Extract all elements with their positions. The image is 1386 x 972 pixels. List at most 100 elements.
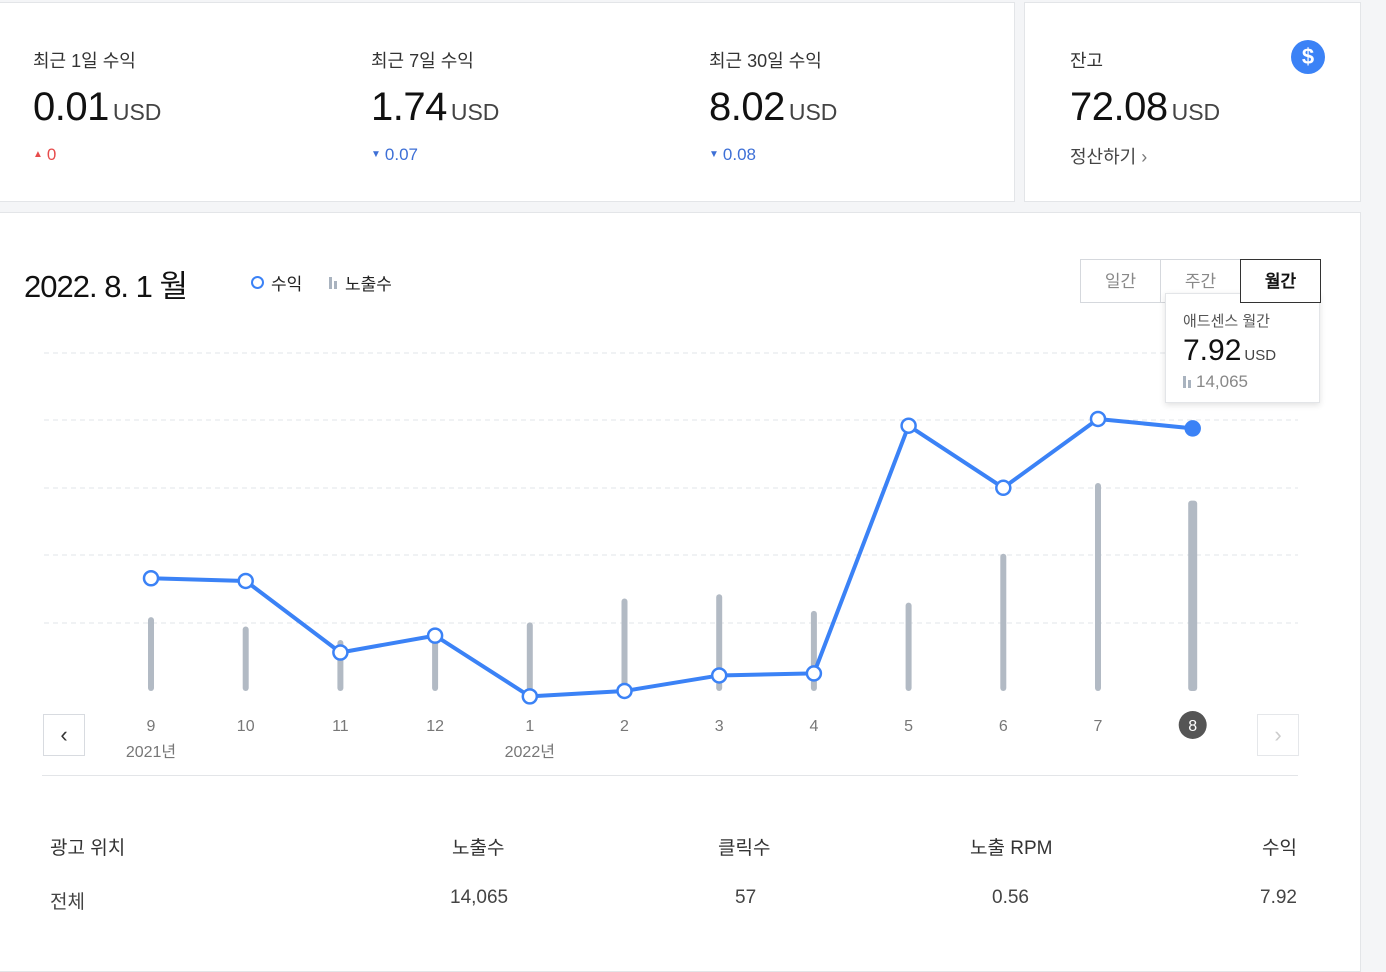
triangle-down-icon: ▼ [371, 149, 381, 160]
x-tick-label: 12 [426, 718, 444, 735]
chart-grid [44, 352, 1298, 624]
balance-label: 잔고 [1070, 51, 1104, 71]
chevron-right-icon: › [1141, 147, 1148, 167]
revenue-point [995, 479, 1012, 497]
legend-impressions[interactable]: 노출수 [329, 270, 392, 295]
impressions-bar [621, 598, 628, 691]
x-tick-label: 8 [1188, 718, 1197, 735]
x-tick-label: 9 [147, 718, 156, 735]
table-cell-impressions: 14,065 [450, 887, 509, 908]
earnings-summary-card: 최근 1일 수익 0.01 USD ▲ 0 최근 7일 수익 1.74 USD ▼ 0.… [0, 2, 1015, 202]
x-year-label: 2021년 [126, 743, 176, 761]
tooltip-number: 7.92 [1183, 334, 1242, 367]
balance-card: 잔고 $ 72.08 USD 정산하기 › [1024, 2, 1361, 202]
balance-value: 72.08 USD [1070, 85, 1220, 130]
chart-title: 2022. 8. 1 월 [24, 269, 188, 304]
stat-label: 최근 30일 수익 [709, 51, 822, 71]
table-header-rpm: 노출 RPM [970, 838, 1053, 859]
revenue-point [1184, 420, 1201, 437]
revenue-chart-card: 2022. 8. 1 월 수익 노출수 일간 주간 월간 9 10 11 12 1 2 3 4… [0, 212, 1361, 972]
x-tick-label: 10 [237, 718, 255, 735]
legend-revenue-label: 수익 [271, 275, 303, 294]
stat-delta-value: 0.07 [384, 145, 418, 164]
stat-value: 8.02 USD [709, 85, 837, 130]
stat-delta: ▲ 0 [33, 145, 56, 165]
stat-number: 1.74 [371, 85, 447, 129]
table-cell-ad-position: 전체 [50, 892, 85, 913]
revenue-point [237, 572, 254, 590]
stat-unit: USD [450, 99, 500, 125]
tooltip-impressions: 14,065 [1183, 372, 1248, 392]
x-tick-label: 4 [809, 718, 818, 735]
impressions-bar [526, 622, 533, 691]
revenue-point [521, 688, 539, 705]
circle-marker-icon [251, 276, 264, 289]
tooltip-value: 7.92 USD [1183, 334, 1276, 368]
balance-number: 72.08 [1070, 85, 1168, 129]
next-period-button[interactable]: › [1257, 714, 1299, 756]
settle-link[interactable]: 정산하기 › [1070, 143, 1147, 169]
chevron-right-icon: › [1274, 722, 1282, 747]
stat-unit: USD [788, 99, 838, 125]
selected-month-marker [1178, 711, 1207, 739]
x-tick-label: 6 [999, 718, 1008, 735]
x-tick-label: 5 [904, 718, 913, 735]
stat-value: 1.74 USD [371, 85, 499, 130]
revenue-point [142, 570, 160, 587]
x-tick-label: 11 [332, 718, 349, 735]
impressions-bar [905, 602, 912, 691]
revenue-point [426, 627, 444, 644]
divider [42, 775, 1298, 776]
stat-delta: ▼ 0.07 [371, 145, 418, 165]
x-year-label: 2022년 [505, 743, 555, 761]
revenue-point [616, 682, 633, 700]
table-header-impressions: 노출수 [452, 838, 505, 859]
legend-revenue[interactable]: 수익 [251, 270, 302, 295]
impressions-bars [148, 483, 1198, 691]
stat-label: 최근 1일 수익 [33, 51, 136, 71]
tab-daily[interactable]: 일간 [1080, 259, 1161, 303]
x-tick-label: 3 [715, 718, 724, 735]
stat-number: 0.01 [33, 85, 109, 129]
revenue-point [332, 644, 349, 661]
page-background-strip [1361, 0, 1386, 952]
revenue-point [710, 667, 728, 684]
x-tick-label: 7 [1094, 718, 1103, 735]
impressions-bar [432, 630, 439, 691]
table-cell-clicks: 57 [735, 887, 757, 908]
revenue-line [142, 410, 1201, 705]
tooltip-title: 애드센스 월간 [1183, 313, 1270, 330]
table-header-clicks: 클릭수 [718, 838, 771, 859]
revenue-point [805, 665, 823, 682]
stat-unit: USD [112, 99, 162, 125]
bar-chart-icon [329, 276, 337, 289]
table-header-ad-position: 광고 위치 [50, 838, 126, 859]
stat-number: 8.02 [709, 85, 785, 129]
impressions-bar [1095, 483, 1101, 691]
prev-period-button[interactable]: ‹ [43, 714, 85, 756]
revenue-point [900, 417, 917, 434]
impressions-bar [242, 626, 249, 691]
chart-tooltip: 애드센스 월간 7.92 USD 14,065 [1165, 293, 1320, 403]
triangle-down-icon: ▼ [709, 149, 719, 160]
tooltip-unit: USD [1244, 347, 1277, 364]
stat-label: 최근 7일 수익 [371, 51, 474, 71]
x-tick-label: 1 [525, 718, 534, 735]
bar-chart-icon [1183, 376, 1191, 388]
tooltip-impressions-value: 14,065 [1196, 372, 1248, 391]
impressions-bar [1188, 500, 1198, 691]
dollar-icon: $ [1291, 40, 1325, 74]
tab-monthly[interactable]: 월간 [1240, 259, 1321, 303]
table-header-revenue: 수익 [1262, 838, 1297, 859]
stat-value: 0.01 USD [33, 85, 161, 130]
x-tick-label: 2 [620, 718, 629, 735]
legend-impressions-label: 노출수 [345, 275, 392, 294]
impressions-bar [716, 594, 723, 691]
chevron-left-icon: ‹ [60, 722, 68, 747]
triangle-up-icon: ▲ [33, 149, 43, 160]
stat-delta-value: 0.08 [722, 145, 756, 164]
stat-delta-value: 0 [46, 145, 57, 164]
table-cell-revenue: 7.92 [1260, 887, 1297, 908]
